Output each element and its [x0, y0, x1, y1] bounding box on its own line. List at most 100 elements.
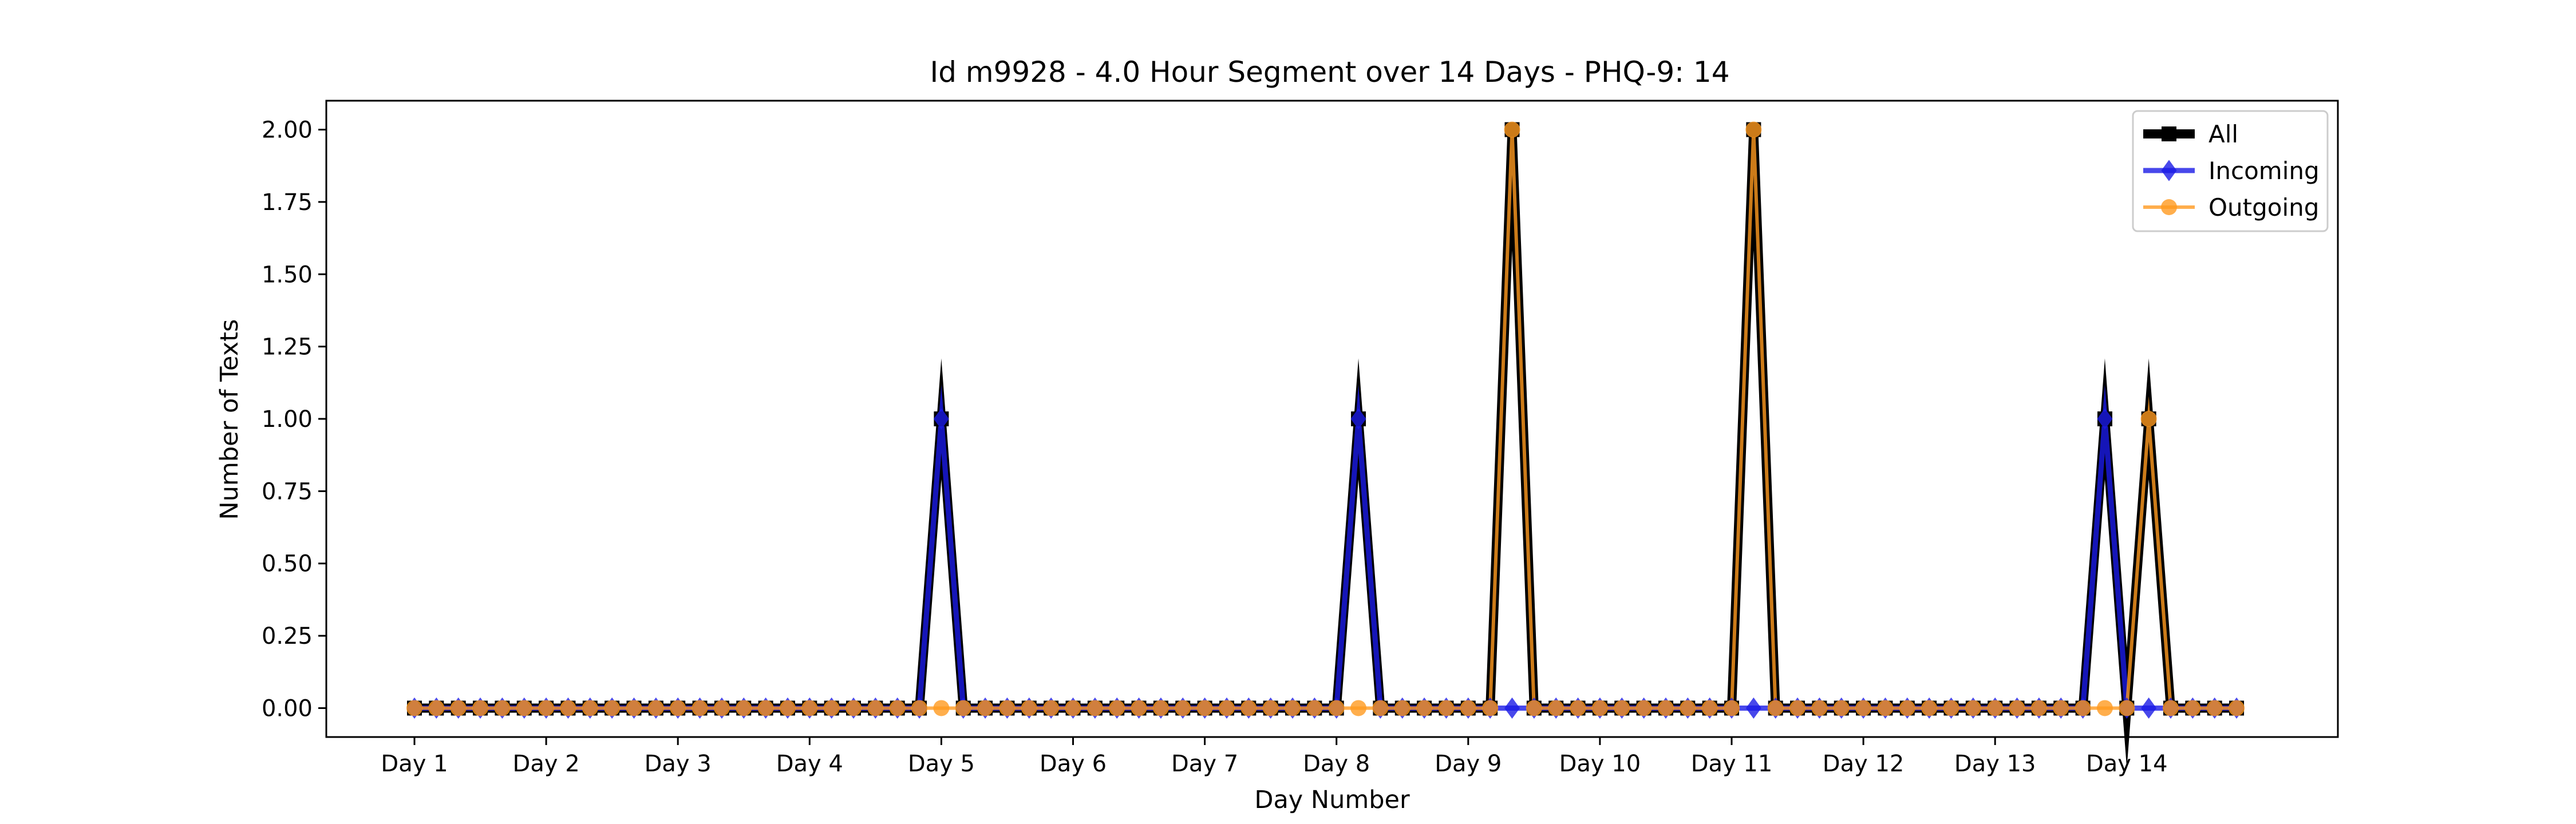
data-point-outgoing — [1131, 700, 1147, 716]
data-point-outgoing — [801, 700, 818, 716]
plot-frame — [325, 100, 2339, 738]
y-tick-label: 0.75 — [262, 478, 313, 505]
data-point-outgoing — [977, 700, 994, 716]
x-tick-label: Day 8 — [1303, 751, 1370, 777]
data-point-outgoing — [1811, 700, 1828, 716]
y-tick-label: 0.00 — [262, 695, 313, 722]
data-point-outgoing — [933, 700, 950, 716]
series-line-all — [414, 129, 2237, 769]
data-point-outgoing — [1591, 700, 1608, 716]
data-point-outgoing — [846, 700, 862, 716]
data-point-outgoing — [1043, 700, 1060, 716]
data-point-outgoing — [889, 700, 906, 716]
x-tick-label: Day 1 — [381, 751, 448, 777]
data-point-outgoing — [2206, 700, 2223, 716]
x-tick-label: Day 3 — [645, 751, 712, 777]
data-point-outgoing — [604, 700, 621, 716]
data-point-outgoing — [736, 700, 752, 716]
data-point-incoming — [1745, 697, 1761, 719]
data-point-outgoing — [1262, 700, 1279, 716]
legend-swatch-marker — [2161, 160, 2177, 181]
data-point-outgoing — [2030, 700, 2047, 716]
x-axis-label: Day Number — [1254, 786, 1410, 814]
data-point-outgoing — [1196, 700, 1213, 716]
data-point-outgoing — [1086, 700, 1103, 716]
data-point-outgoing — [867, 700, 884, 716]
data-point-outgoing — [713, 700, 730, 716]
x-tick-label: Day 5 — [908, 751, 975, 777]
data-point-outgoing — [1065, 700, 1081, 716]
data-point-outgoing — [647, 700, 664, 716]
data-point-outgoing — [1526, 700, 1542, 716]
data-point-outgoing — [1548, 700, 1564, 716]
data-point-outgoing — [582, 700, 598, 716]
x-tick-label: Day 2 — [513, 751, 580, 777]
data-point-outgoing — [2009, 700, 2025, 716]
y-tick-label: 1.50 — [262, 262, 313, 288]
data-point-outgoing — [1833, 700, 1850, 716]
data-point-outgoing — [1877, 700, 1894, 716]
data-point-outgoing — [2075, 700, 2091, 716]
y-tick-label: 0.50 — [262, 551, 313, 577]
data-point-outgoing — [955, 700, 971, 716]
data-point-outgoing — [911, 700, 928, 716]
data-point-outgoing — [823, 700, 840, 716]
data-point-outgoing — [494, 700, 511, 716]
data-point-outgoing — [1745, 121, 1762, 138]
data-point-outgoing — [1943, 700, 1959, 716]
data-point-outgoing — [538, 700, 555, 716]
data-point-outgoing — [1306, 700, 1323, 716]
series-line-incoming — [414, 385, 2237, 711]
legend-item-outgoing: Outgoing — [2143, 193, 2319, 221]
data-point-outgoing — [1350, 700, 1367, 716]
legend-box — [2132, 110, 2329, 232]
data-point-outgoing — [1724, 700, 1740, 716]
y-tick-label: 0.25 — [262, 623, 313, 649]
x-tick-label: Day 9 — [1435, 751, 1502, 777]
x-tick-label: Day 4 — [776, 751, 843, 777]
data-point-incoming — [2097, 408, 2113, 430]
plot-markers — [406, 121, 2245, 719]
x-tick-label: Day 11 — [1691, 751, 1773, 777]
data-point-outgoing — [2053, 700, 2069, 716]
legend-label: Outgoing — [2208, 193, 2319, 221]
data-point-outgoing — [1394, 700, 1411, 716]
data-point-outgoing — [2163, 700, 2179, 716]
legend-item-all: All — [2143, 120, 2238, 148]
data-point-outgoing — [1657, 700, 1674, 716]
x-axis: Day 1 Day 2 Day 3 Day 4 Day 5 Day 6 Day 7 Day 8… — [381, 737, 2168, 777]
data-point-outgoing — [1460, 700, 1476, 716]
data-point-incoming — [933, 408, 949, 430]
data-point-outgoing — [1175, 700, 1191, 716]
series-line-outgoing — [414, 129, 2237, 710]
data-point-outgoing — [1482, 700, 1499, 716]
data-point-outgoing — [1416, 700, 1433, 716]
data-point-outgoing — [1218, 700, 1235, 716]
data-point-outgoing — [1285, 700, 1301, 716]
y-tick-label: 1.75 — [262, 189, 313, 216]
data-point-outgoing — [472, 700, 489, 716]
data-point-outgoing — [692, 700, 708, 716]
data-point-outgoing — [1504, 121, 1520, 138]
data-point-outgoing — [779, 700, 796, 716]
data-point-outgoing — [999, 700, 1016, 716]
data-point-outgoing — [1921, 700, 1938, 716]
data-point-outgoing — [516, 700, 532, 716]
data-point-outgoing — [1614, 700, 1630, 716]
x-tick-label: Day 10 — [1559, 751, 1641, 777]
data-point-outgoing — [1328, 700, 1345, 716]
data-point-incoming — [2141, 697, 2157, 719]
y-tick-label: 1.25 — [262, 334, 313, 360]
data-point-outgoing — [2184, 700, 2201, 716]
x-tick-label: Day 7 — [1171, 751, 1238, 777]
data-point-outgoing — [428, 700, 445, 716]
legend: All Incoming Outgoing — [2132, 110, 2329, 232]
data-point-outgoing — [626, 700, 642, 716]
y-tick-label: 2.00 — [262, 117, 313, 144]
data-point-outgoing — [1438, 700, 1455, 716]
data-point-outgoing — [1987, 700, 2004, 716]
data-point-incoming — [1504, 697, 1520, 719]
data-point-outgoing — [757, 700, 774, 716]
legend-item-incoming: Incoming — [2143, 157, 2320, 185]
data-point-outgoing — [1680, 700, 1696, 716]
